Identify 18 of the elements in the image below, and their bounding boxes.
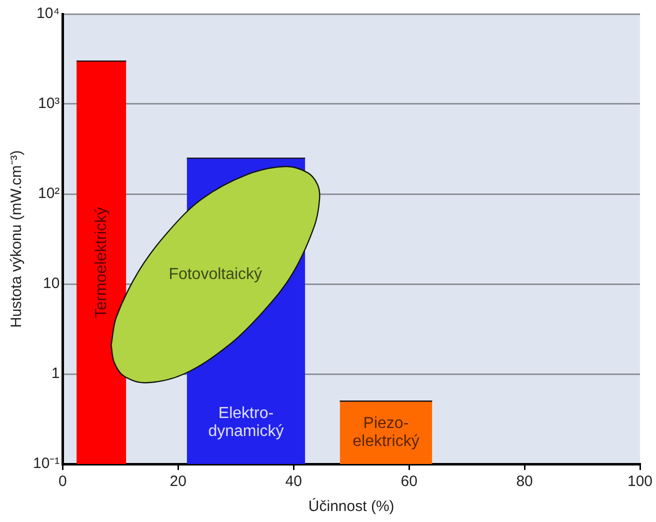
y-tick-label: 10² [38, 185, 60, 202]
x-tick-label: 80 [516, 473, 533, 490]
x-tick-label: 40 [285, 473, 302, 490]
x-tick-label: 20 [170, 473, 186, 490]
x-axis-title: Účinnost (%) [308, 497, 394, 516]
x-tick-label: 100 [627, 473, 653, 490]
series-label: Elektro- dynamický [208, 404, 284, 440]
y-tick-label: 10 [42, 275, 60, 292]
y-axis-title: Hustota výkonu (mW.cm⁻³) [8, 150, 26, 328]
x-tick-label: 0 [58, 473, 67, 490]
y-tick-label: 1 [51, 365, 60, 382]
y-tick-label: 10⁴ [36, 5, 60, 22]
series-label: Piezo- elektrický [352, 414, 420, 450]
series-label: Fotovoltaický [168, 266, 262, 284]
y-tick-label: 10³ [38, 95, 60, 112]
series-label: Termoelektrický [92, 206, 110, 318]
x-tick-label: 60 [400, 473, 418, 490]
y-tick-label: 10⁻¹ [32, 455, 60, 472]
